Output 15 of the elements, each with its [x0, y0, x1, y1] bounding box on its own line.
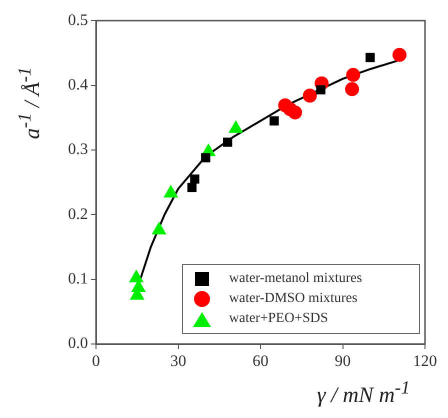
x-tick-label: 90 — [334, 352, 351, 370]
y-tick-label: 0.4 — [68, 76, 88, 94]
y-tick-label: 0.3 — [68, 141, 88, 158]
x-axis-title: γ / mN m$^{-1}$ — [316, 378, 410, 407]
x-tick-label: 120 — [413, 352, 437, 370]
x-tick-label: 60 — [252, 352, 268, 370]
y-tick-label: 0.0 — [68, 335, 88, 352]
legend-label: water+PEO+SDS — [229, 311, 328, 327]
y-tick-label: 0.5 — [68, 12, 88, 29]
legend-label: water-DMSO mixtures — [229, 291, 358, 307]
legend-label: water-metanol mixtures — [229, 271, 362, 287]
x-tick-label: 0 — [92, 352, 100, 370]
x-tick-label: 30 — [170, 352, 186, 370]
y-tick-label: 0.1 — [68, 270, 88, 288]
y-tick-label: 0.2 — [68, 206, 88, 223]
